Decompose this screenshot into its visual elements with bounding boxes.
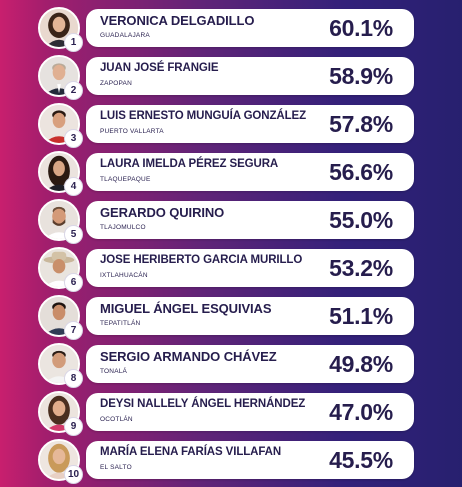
approval-percentage: 56.6% [329,159,393,185]
candidate-name: MARÍA ELENA FARÍAS VILLAFAN [100,446,282,458]
avatar [38,391,80,433]
ranking-row: 6 JOSE HERIBERTO GARCIA MURILLO IXTLAHUA… [34,247,414,292]
avatar [38,343,80,385]
row-bar [86,249,414,287]
candidate-name: SERGIO ARMANDO CHÁVEZ [100,349,277,364]
rank-badge: 3 [64,129,83,148]
municipality: TLAQUEPAQUE [100,176,151,183]
municipality: TLAJOMULCO [100,224,146,231]
candidate-name: VERONICA DELGADILLO [100,13,255,28]
ranking-row: 5 GERARDO QUIRINO TLAJOMULCO 55.0% [34,199,414,244]
row-bar [86,345,414,383]
rank-badge: 10 [64,465,83,484]
row-bar [86,105,414,143]
municipality: ZAPOPAN [100,80,132,87]
rank-badge: 6 [64,273,83,292]
municipality: TONALÁ [100,368,128,375]
municipality: GUADALAJARA [100,32,150,39]
avatar [38,295,80,337]
ranking-row: 1 VERONICA DELGADILLO GUADALAJARA 60.1% [34,7,414,52]
approval-percentage: 55.0% [329,207,393,233]
row-bar [86,153,414,191]
approval-percentage: 47.0% [329,399,393,425]
municipality: EL SALTO [100,464,132,471]
ranking-row: 7 MIGUEL ÁNGEL ESQUIVIAS TEPATITLÁN 51.1… [34,295,414,340]
approval-percentage: 51.1% [329,303,393,329]
approval-percentage: 53.2% [329,255,393,281]
row-bar [86,393,414,431]
approval-percentage: 60.1% [329,15,393,41]
municipality: TEPATITLÁN [100,320,141,327]
candidate-name: GERARDO QUIRINO [100,205,225,220]
row-bar [86,297,414,335]
ranking-row: 9 DEYSI NALLELY ÁNGEL HERNÁNDEZ OCOTLÁN … [34,391,414,436]
municipality: PUERTO VALLARTA [100,128,164,135]
avatar [38,151,80,193]
municipality: OCOTLÁN [100,416,133,423]
ranking-row: 3 LUIS ERNESTO MUNGUÍA GONZÁLEZ PUERTO V… [34,103,414,148]
approval-percentage: 45.5% [329,447,393,473]
rank-badge: 8 [64,369,83,388]
approval-percentage: 49.8% [329,351,393,377]
row-bar [86,9,414,47]
rank-badge: 1 [64,33,83,52]
rank-badge: 2 [64,81,83,100]
candidate-name: LAURA IMELDA PÉREZ SEGURA [100,158,279,170]
ranking-row: 2 JUAN JOSÉ FRANGIE ZAPOPAN 58.9% [34,55,414,100]
approval-percentage: 58.9% [329,63,393,89]
rank-badge: 4 [64,177,83,196]
candidate-name: LUIS ERNESTO MUNGUÍA GONZÁLEZ [100,110,307,122]
candidate-name: JUAN JOSÉ FRANGIE [100,62,219,74]
municipality: IXTLAHUACÁN [100,272,148,279]
ranking-row: 8 SERGIO ARMANDO CHÁVEZ TONALÁ 49.8% [34,343,414,388]
candidate-name: JOSE HERIBERTO GARCIA MURILLO [100,254,303,266]
candidate-name: DEYSI NALLELY ÁNGEL HERNÁNDEZ [100,398,306,410]
candidate-name: MIGUEL ÁNGEL ESQUIVIAS [100,301,272,316]
rank-badge: 9 [64,417,83,436]
ranking-row: 4 LAURA IMELDA PÉREZ SEGURA TLAQUEPAQUE … [34,151,414,196]
row-bar [86,441,414,479]
row-bar [86,201,414,239]
row-bar [86,57,414,95]
ranking-row: 10 MARÍA ELENA FARÍAS VILLAFAN EL SALTO … [34,439,414,484]
rank-badge: 7 [64,321,83,340]
approval-percentage: 57.8% [329,111,393,137]
rank-badge: 5 [64,225,83,244]
